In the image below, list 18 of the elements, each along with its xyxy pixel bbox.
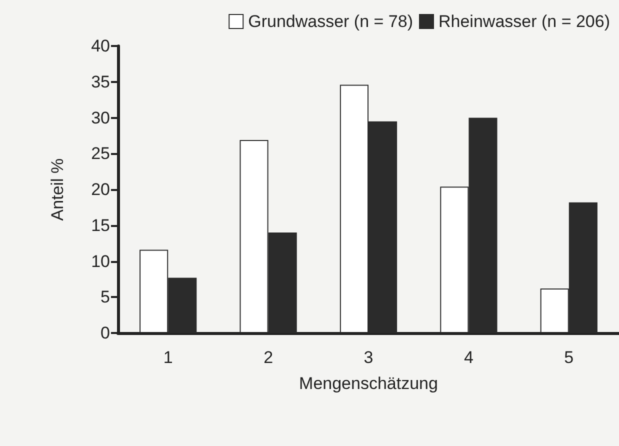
x-tick-label: 4 <box>464 348 474 367</box>
y-tick-label: 20 <box>91 180 110 199</box>
x-tick-label: 5 <box>564 348 574 367</box>
y-axis-title: Anteil % <box>48 158 67 221</box>
y-tick-label: 30 <box>91 108 110 128</box>
y-tick-label: 40 <box>91 36 110 56</box>
y-tick-label: 15 <box>91 216 110 235</box>
y-tick-label: 5 <box>100 288 110 307</box>
y-tick-label: 0 <box>100 324 110 342</box>
x-tick-label: 3 <box>364 348 374 367</box>
y-tick-label: 10 <box>91 252 110 271</box>
y-tick-label: 25 <box>91 144 110 164</box>
x-axis-title: Mengenschätzung <box>299 374 438 393</box>
x-tick-label: 1 <box>163 348 173 367</box>
legend-label: Grundwasser (n = 78) <box>248 12 414 31</box>
y-tick-label: 35 <box>91 72 110 92</box>
x-tick-label: 2 <box>264 348 274 367</box>
legend-label: Rheinwasser (n = 206) <box>438 12 610 31</box>
